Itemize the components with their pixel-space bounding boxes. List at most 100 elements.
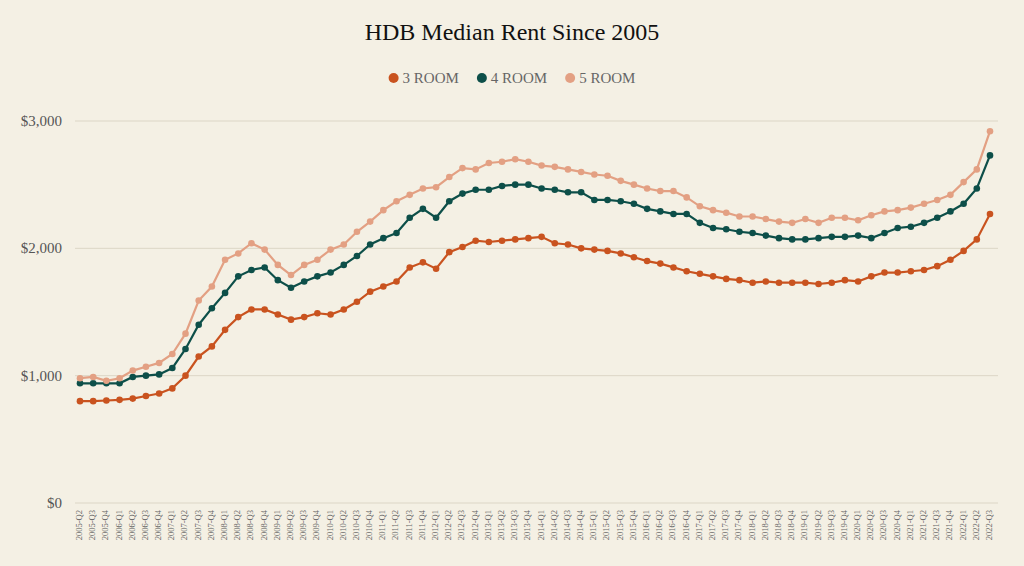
series-marker — [156, 360, 163, 367]
series-marker — [169, 351, 176, 358]
series-marker — [486, 186, 493, 193]
series-marker — [288, 316, 295, 323]
series-marker — [129, 367, 136, 374]
series-marker — [657, 188, 664, 195]
series-marker — [551, 240, 558, 247]
x-tick-label: 2021-Q2 — [918, 510, 928, 540]
x-tick-label: 2016-Q4 — [681, 509, 691, 540]
title: HDB Median Rent Since 2005 — [365, 19, 660, 45]
x-tick-label: 2006-Q1 — [114, 510, 124, 540]
series-marker — [947, 256, 954, 263]
series-marker — [749, 279, 756, 286]
series-marker — [340, 262, 347, 269]
series-marker — [116, 375, 123, 382]
x-tick-label: 2007-Q4 — [206, 509, 216, 540]
series-marker — [894, 225, 901, 232]
series-marker — [617, 178, 624, 185]
y-axis: $0$1,000$2,000$3,000 — [21, 113, 998, 511]
series-marker — [987, 211, 994, 218]
series-marker — [631, 254, 638, 261]
series-marker — [657, 260, 664, 267]
series-marker — [960, 179, 967, 186]
series-marker — [960, 200, 967, 207]
series-marker — [908, 223, 915, 230]
series-marker — [340, 306, 347, 313]
x-tick-label: 2012-Q4 — [470, 509, 480, 540]
series-marker — [644, 206, 651, 213]
x-tick-label: 2007-Q3 — [193, 510, 203, 540]
series-marker — [314, 273, 321, 280]
series-marker — [77, 375, 84, 382]
series-marker — [420, 259, 427, 266]
series-marker — [512, 156, 519, 163]
series-marker — [261, 306, 268, 313]
series-marker — [934, 214, 941, 221]
series-marker — [974, 185, 981, 192]
series-marker — [974, 236, 981, 243]
series-marker — [393, 278, 400, 285]
series-marker — [802, 236, 809, 243]
x-tick-label: 2014-Q1 — [536, 510, 546, 540]
series-marker — [301, 262, 308, 269]
series-marker — [604, 248, 611, 255]
series-marker — [974, 166, 981, 173]
series-marker — [169, 385, 176, 392]
legend-marker — [389, 73, 399, 83]
series-marker — [459, 244, 466, 251]
series-marker — [947, 208, 954, 215]
x-tick-label: 2021-Q1 — [905, 510, 915, 540]
series-marker — [143, 372, 150, 379]
x-tick-label: 2012-Q1 — [430, 510, 440, 540]
series-marker — [736, 277, 743, 284]
series-marker — [499, 183, 506, 190]
series-marker — [776, 235, 783, 242]
series-marker — [472, 166, 479, 173]
series-marker — [538, 162, 545, 169]
x-tick-label: 2015-Q2 — [601, 510, 611, 540]
series-marker — [868, 235, 875, 242]
series-marker — [749, 213, 756, 220]
series-marker — [143, 393, 150, 400]
x-tick-label: 2019-Q4 — [839, 509, 849, 540]
series-marker — [802, 216, 809, 223]
series-marker — [565, 166, 572, 173]
series — [77, 211, 994, 405]
series-marker — [842, 214, 849, 221]
series-marker — [578, 169, 585, 176]
series-marker — [209, 343, 216, 350]
series-marker — [248, 267, 255, 274]
series-marker — [921, 267, 928, 274]
grid-line — [75, 375, 998, 376]
series-marker — [828, 234, 835, 241]
series-marker — [222, 256, 229, 263]
series-marker — [565, 241, 572, 248]
series-marker — [314, 256, 321, 263]
series-marker — [776, 279, 783, 286]
series-marker — [670, 211, 677, 218]
series-marker — [736, 228, 743, 235]
series-marker — [710, 207, 717, 214]
x-tick-label: 2021-Q4 — [944, 509, 954, 540]
x-tick-label: 2021-Q3 — [931, 510, 941, 540]
series-marker — [934, 263, 941, 270]
x-tick-label: 2017-Q3 — [720, 510, 730, 540]
series-line — [80, 155, 990, 383]
x-tick-label: 2020-Q2 — [865, 510, 875, 540]
series-marker — [354, 253, 361, 260]
x-tick-label: 2013-Q1 — [483, 510, 493, 540]
x-tick-label: 2016-Q3 — [667, 510, 677, 540]
legend: 3 ROOM4 ROOM5 ROOM — [389, 70, 636, 86]
grid-line — [75, 121, 998, 122]
x-tick-label: 2011-Q3 — [404, 510, 414, 540]
x-tick-label: 2019-Q3 — [826, 510, 836, 540]
series-marker — [340, 241, 347, 248]
series-marker — [670, 188, 677, 195]
x-tick-label: 2006-Q3 — [140, 510, 150, 540]
series-marker — [815, 220, 822, 227]
x-tick-label: 2017-Q2 — [707, 510, 717, 540]
x-tick-label: 2010-Q2 — [338, 510, 348, 540]
series-marker — [762, 232, 769, 239]
series-marker — [367, 218, 374, 225]
series-marker — [209, 283, 216, 290]
series-marker — [169, 365, 176, 372]
